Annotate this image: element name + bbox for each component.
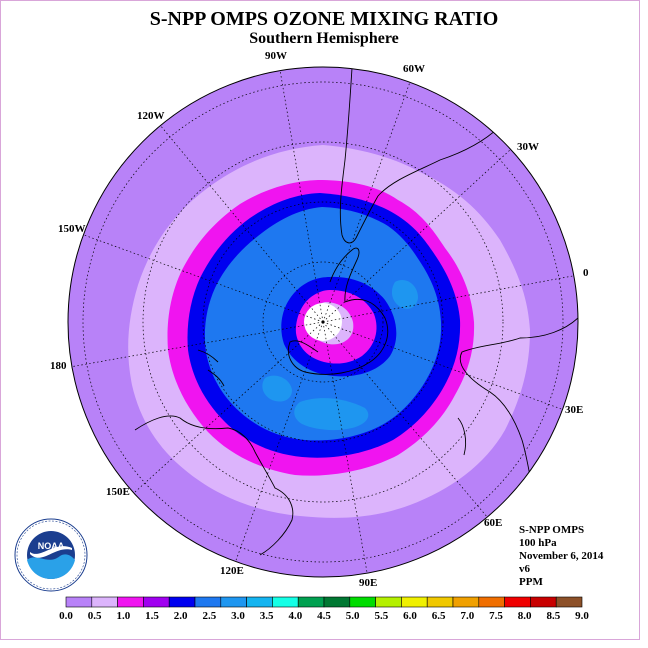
colorbar-cell <box>65 596 93 608</box>
colorbar-tick-label: 1.5 <box>145 610 159 622</box>
colorbar-tick-label: 8.5 <box>546 610 560 622</box>
africa-coast <box>459 317 578 501</box>
meridian-label-60e: 60E <box>484 517 503 529</box>
colorbar-tick-label: 4.0 <box>288 610 302 622</box>
meridian-label-90w: 90W <box>265 50 287 62</box>
colorbar-cell <box>143 596 170 608</box>
colorbar-cell <box>323 596 351 608</box>
figure-frame <box>0 0 640 640</box>
colorbar-tick-label: 0.5 <box>88 610 102 622</box>
coastlines <box>134 67 578 556</box>
colorbar-tick-label: 2.5 <box>202 610 216 622</box>
colorbar-tick-label: 7.5 <box>489 610 503 622</box>
colorbar-cell <box>194 596 222 608</box>
colorbar-cell <box>452 596 480 608</box>
colorbar-tick-label: 6.5 <box>432 610 446 622</box>
meridian-label-30w: 30W <box>517 141 539 153</box>
meridian-label-60w: 60W <box>403 63 425 75</box>
date-text: November 6, 2014 <box>519 550 604 562</box>
meridian-label-120w: 120W <box>137 110 165 122</box>
new-zealand <box>197 349 225 387</box>
colorbar-cell <box>220 596 247 608</box>
colorbar-cell <box>91 596 118 608</box>
colorbar-cell <box>530 596 557 608</box>
colorbar-cell <box>297 596 325 608</box>
colorbar-tick-label: 7.0 <box>460 610 474 622</box>
svg-text:NOAA: NOAA <box>38 541 65 551</box>
colorbar-tick-label: 4.5 <box>317 610 331 622</box>
meridian-label-150e: 150E <box>106 486 130 498</box>
antarctic-peninsula <box>329 247 360 303</box>
band-2-5 <box>391 279 418 309</box>
noaa-logo: NOAA <box>14 518 88 592</box>
australia-coast <box>134 415 294 556</box>
colorbar-cell <box>246 596 273 608</box>
graticule <box>69 69 578 577</box>
colorbar-cell <box>168 596 196 608</box>
colorbar-cell <box>375 596 402 608</box>
colorbar-cell <box>504 596 531 608</box>
colorbar-tick-label: 3.0 <box>231 610 245 622</box>
colorbar-cell <box>349 596 376 608</box>
colorbar-cell <box>401 596 428 608</box>
colorbar-tick-label: 1.0 <box>116 610 130 622</box>
south-america-coast <box>339 67 511 244</box>
band-2-5 <box>294 398 369 431</box>
map-title: S-NPP OMPS OZONE MIXING RATIO <box>149 8 499 30</box>
colorbar-cell <box>117 596 144 608</box>
map-border <box>67 66 579 578</box>
antarctica-coast <box>287 298 389 375</box>
colorbar-cell <box>272 596 299 608</box>
band-2-5 <box>262 375 292 402</box>
colorbar-cell <box>426 596 454 608</box>
south-pole-marker <box>321 320 325 324</box>
colorbar-tick-label: 5.0 <box>346 610 360 622</box>
instrument-text: S-NPP OMPS <box>519 524 585 536</box>
meridian-label-150w: 150W <box>58 223 86 235</box>
meridian-label-180: 180 <box>50 360 67 372</box>
colorbar-tick-label: 9.0 <box>575 610 589 622</box>
madagascar <box>457 417 467 456</box>
meridian-label-120e: 120E <box>220 565 244 577</box>
pressure-level-text: 100 hPa <box>519 537 557 549</box>
meridian-label-0: 0 <box>583 267 589 279</box>
units-text: PPM <box>519 576 543 588</box>
info-block: S-NPP OMPS 100 hPa November 6, 2014 v6 P… <box>519 524 603 589</box>
meridian-label-90e: 90E <box>359 577 378 589</box>
version-text: v6 <box>519 563 530 575</box>
colorbar-tick-label: 2.0 <box>174 610 188 622</box>
colorbar-cell <box>555 596 583 608</box>
colorbar-tick-label: 8.0 <box>518 610 532 622</box>
meridian-label-30e: 30E <box>565 404 584 416</box>
colorbar-tick-label: 5.5 <box>374 610 388 622</box>
colorbar-tick-label: 0.0 <box>59 610 73 622</box>
colorbar-tick-label: 3.5 <box>260 610 274 622</box>
colorbar-cell <box>478 596 505 608</box>
colorbar-tick-label: 6.0 <box>403 610 417 622</box>
map-subtitle: Southern Hemisphere <box>249 30 399 47</box>
